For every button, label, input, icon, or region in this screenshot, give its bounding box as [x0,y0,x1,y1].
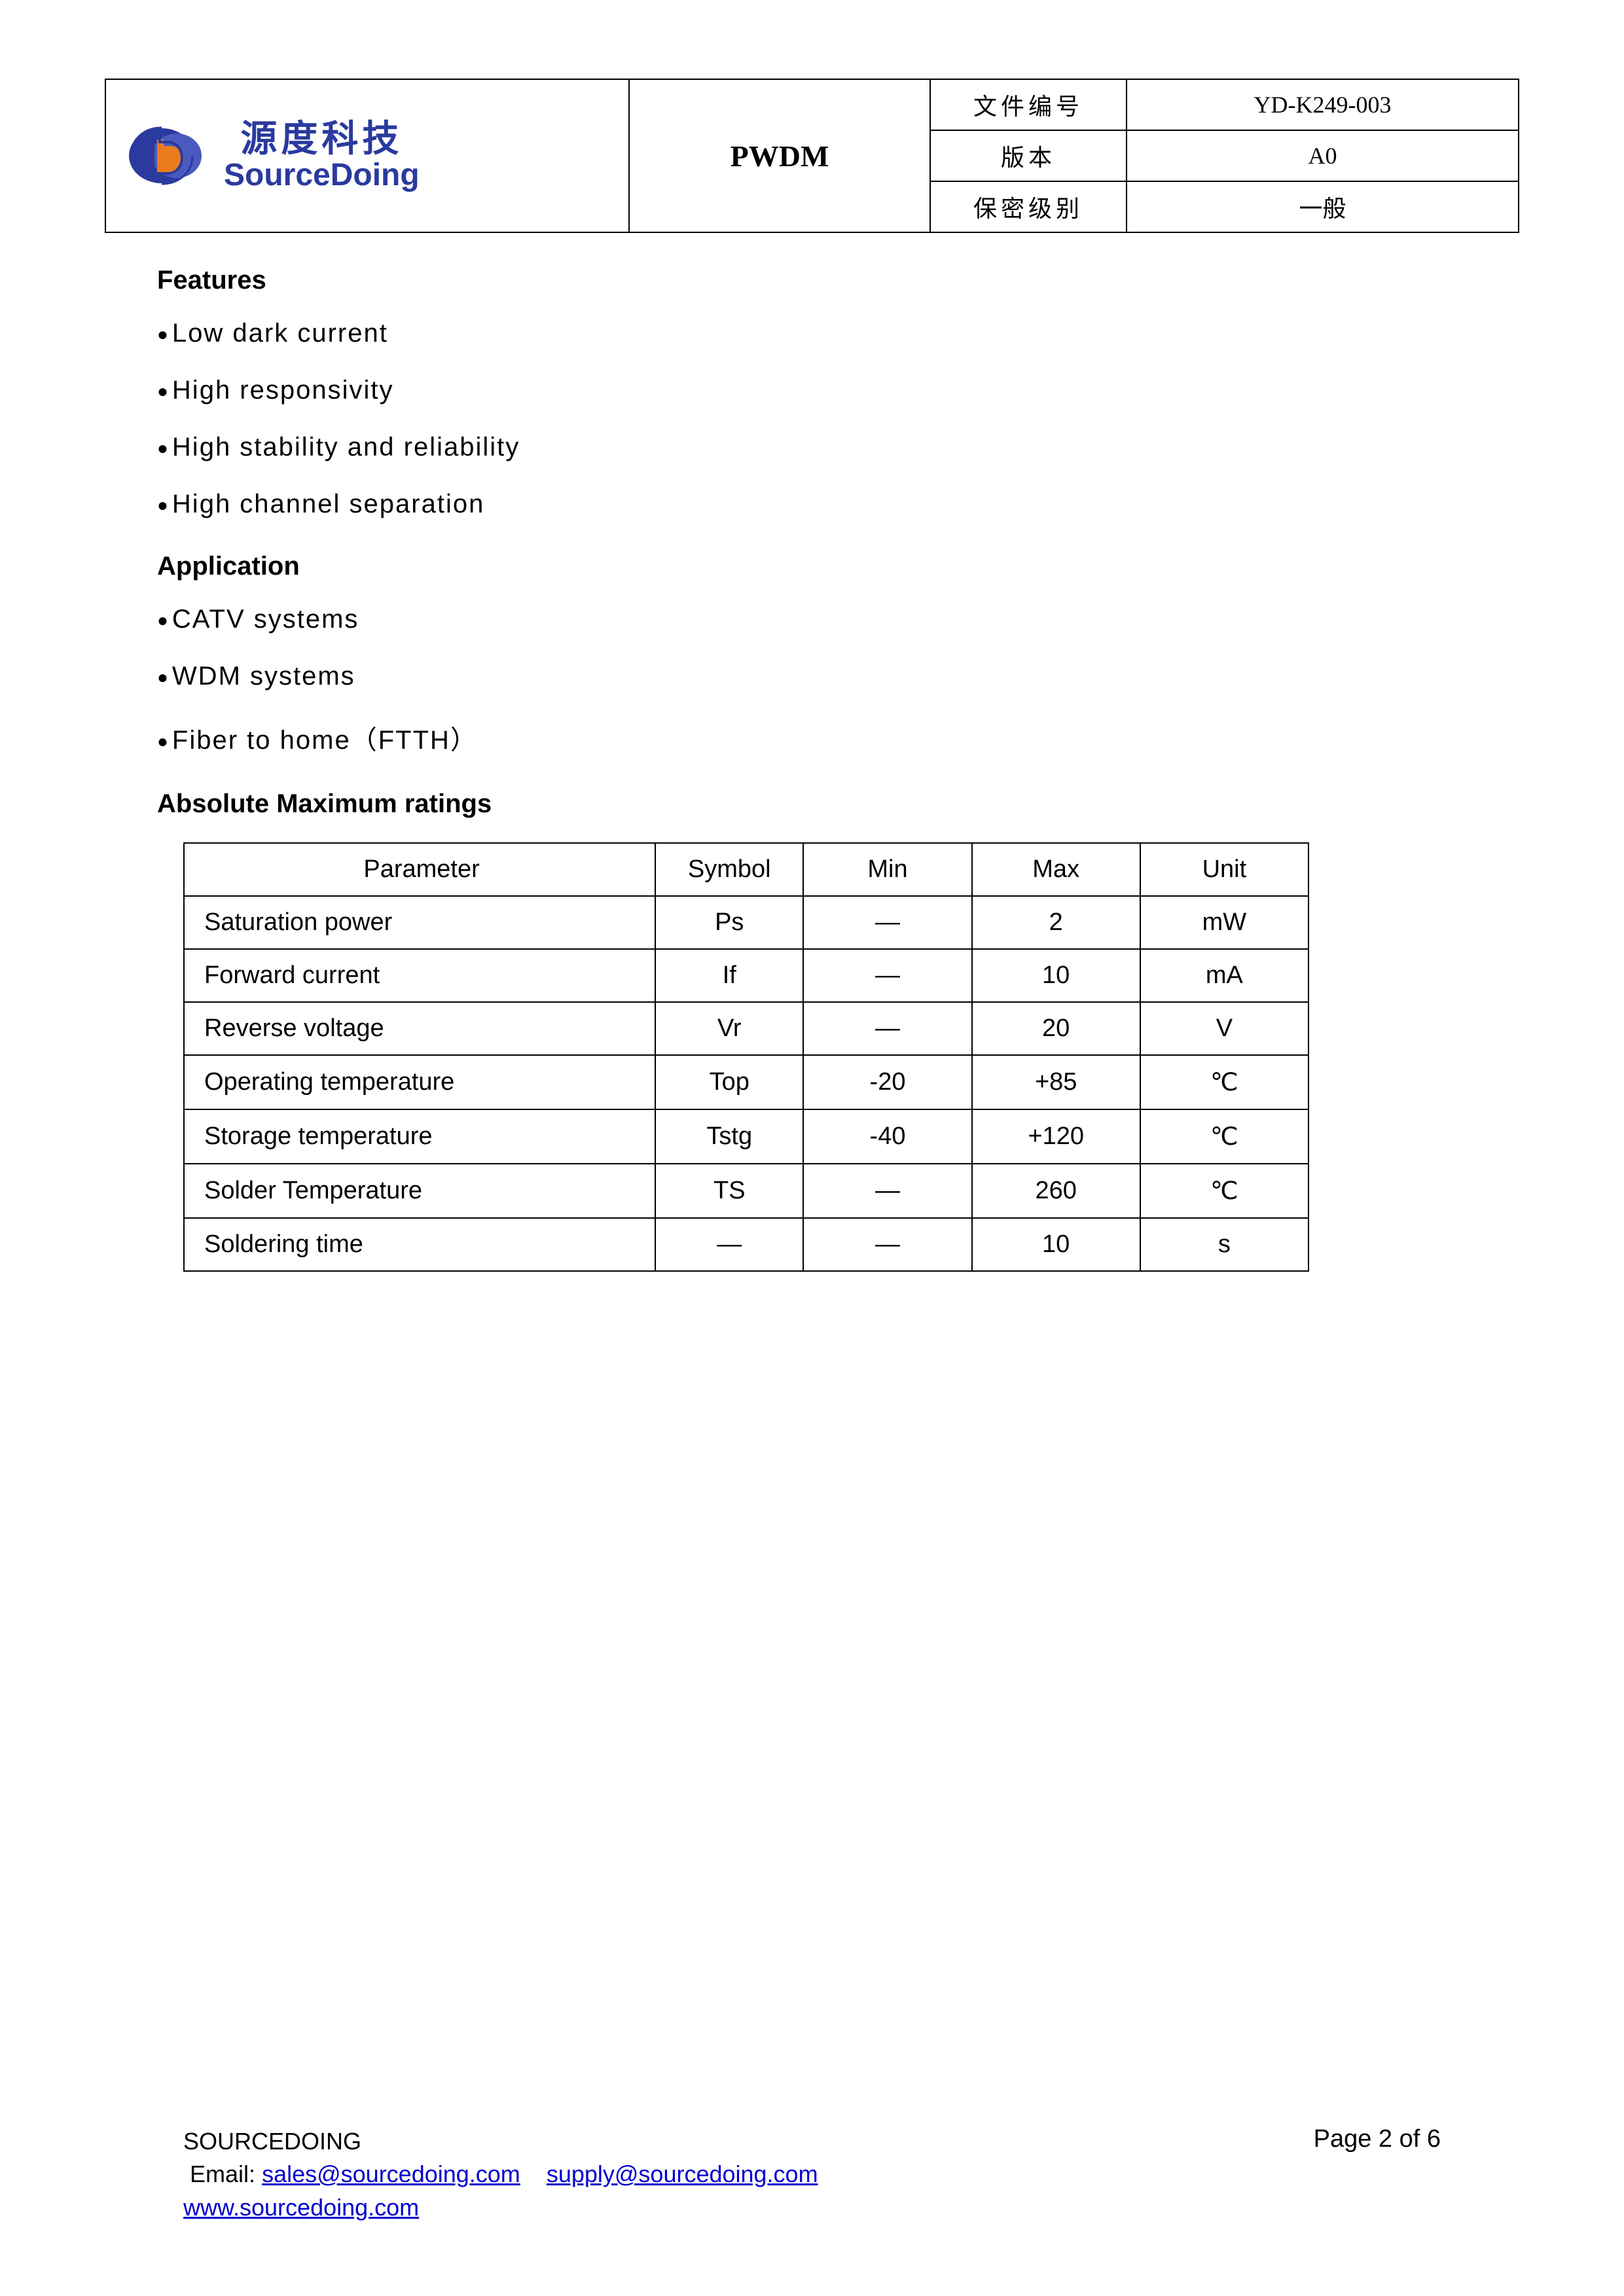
cell-symbol: — [655,1218,803,1271]
email-link-2[interactable]: supply@sourcedoing.com [547,2161,818,2187]
table-row: Soldering time — — 10 s [184,1218,1308,1271]
features-list: Low dark current High responsivity High … [157,319,1467,519]
logo-cell: 源度科技 SourceDoing [105,79,629,232]
cell-symbol: Ps [655,896,803,949]
feature-item: Low dark current [157,319,1467,348]
cell-param: Storage temperature [184,1109,655,1164]
cell-min: — [803,1164,971,1218]
feature-item: High channel separation [157,490,1467,519]
cell-param: Operating temperature [184,1055,655,1109]
cell-param: Forward current [184,949,655,1002]
cell-min: -40 [803,1109,971,1164]
email-link-1[interactable]: sales@sourcedoing.com [262,2161,520,2187]
meta-label-1: 版本 [930,130,1127,181]
meta-value-0: YD-K249-003 [1127,79,1519,130]
cell-unit: s [1140,1218,1308,1271]
feature-item: High stability and reliability [157,433,1467,462]
footer-email-line: Email: sales@sourcedoing.com supply@sour… [183,2158,818,2191]
website-link[interactable]: www.sourcedoing.com [183,2194,419,2221]
cell-unit: V [1140,1002,1308,1055]
application-title: Application [157,552,1467,581]
footer-left: SOURCEDOING Email: sales@sourcedoing.com… [183,2125,818,2224]
cell-unit: ℃ [1140,1164,1308,1218]
cell-param: Solder Temperature [184,1164,655,1218]
application-item: WDM systems [157,662,1467,691]
cell-min: — [803,1218,971,1271]
meta-label-2: 保密级别 [930,181,1127,232]
col-unit: Unit [1140,843,1308,896]
cell-unit: mA [1140,949,1308,1002]
application-item: CATV systems [157,605,1467,634]
table-row: Solder Temperature TS — 260 ℃ [184,1164,1308,1218]
col-max: Max [972,843,1140,896]
cell-max: 10 [972,949,1140,1002]
ratings-header-row: Parameter Symbol Min Max Unit [184,843,1308,896]
cell-symbol: Vr [655,1002,803,1055]
cell-max: +120 [972,1109,1140,1164]
content: Features Low dark current High responsiv… [105,266,1519,1272]
col-min: Min [803,843,971,896]
cell-max: 10 [972,1218,1140,1271]
table-row: Storage temperature Tstg -40 +120 ℃ [184,1109,1308,1164]
feature-item: High responsivity [157,376,1467,405]
cell-param: Saturation power [184,896,655,949]
ratings-title: Absolute Maximum ratings [157,789,1467,819]
application-item: Fiber to home（FTTH） [157,719,1467,757]
meta-label-0: 文件编号 [930,79,1127,130]
cell-unit: ℃ [1140,1055,1308,1109]
cell-min: -20 [803,1055,971,1109]
cell-min: — [803,1002,971,1055]
cell-max: 20 [972,1002,1140,1055]
cell-param: Soldering time [184,1218,655,1271]
email-label: Email: [190,2161,255,2187]
meta-value-1: A0 [1127,130,1519,181]
cell-min: — [803,949,971,1002]
cell-max: +85 [972,1055,1140,1109]
doc-title: PWDM [629,79,930,232]
logo: 源度科技 SourceDoing [126,118,609,193]
footer-company: SOURCEDOING [183,2125,818,2158]
ratings-table: Parameter Symbol Min Max Unit Saturation… [183,842,1309,1272]
cell-param: Reverse voltage [184,1002,655,1055]
cell-min: — [803,896,971,949]
cell-symbol: TS [655,1164,803,1218]
cell-symbol: If [655,949,803,1002]
logo-text-cn: 源度科技 [224,118,420,159]
cell-unit: mW [1140,896,1308,949]
footer: SOURCEDOING Email: sales@sourcedoing.com… [183,2125,1441,2224]
cell-unit: ℃ [1140,1109,1308,1164]
sourcedoing-logo-icon [126,120,211,192]
table-row: Operating temperature Top -20 +85 ℃ [184,1055,1308,1109]
cell-max: 260 [972,1164,1140,1218]
features-title: Features [157,266,1467,295]
application-list: CATV systems WDM systems Fiber to home（F… [157,605,1467,757]
meta-value-2: 一般 [1127,181,1519,232]
table-row: Reverse voltage Vr — 20 V [184,1002,1308,1055]
col-parameter: Parameter [184,843,655,896]
cell-max: 2 [972,896,1140,949]
logo-text-en: SourceDoing [224,158,420,193]
cell-symbol: Tstg [655,1109,803,1164]
header-table: 源度科技 SourceDoing PWDM 文件编号 YD-K249-003 版… [105,79,1519,233]
table-row: Saturation power Ps — 2 mW [184,896,1308,949]
page-number: Page 2 of 6 [1314,2125,1441,2153]
table-row: Forward current If — 10 mA [184,949,1308,1002]
col-symbol: Symbol [655,843,803,896]
cell-symbol: Top [655,1055,803,1109]
